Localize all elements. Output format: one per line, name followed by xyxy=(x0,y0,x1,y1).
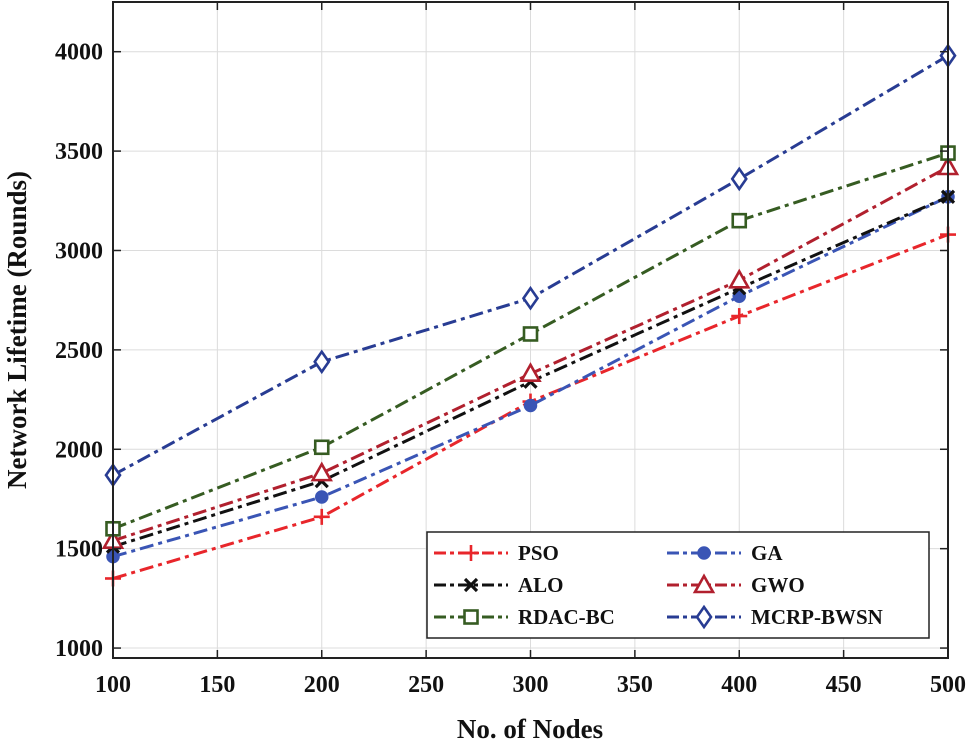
x-tick-label: 100 xyxy=(95,672,131,698)
legend: PSO GA ALO GWO RDAC-BC MCRP-BWSN xyxy=(426,531,930,639)
legend-entry-mcrp-bwsn: MCRP-BWSN xyxy=(667,604,883,630)
legend-marker xyxy=(463,577,479,593)
legend-label: PSO xyxy=(518,541,559,565)
legend-entry-alo: ALO xyxy=(434,573,564,597)
data-point-pso xyxy=(731,308,748,325)
series-ga xyxy=(106,190,955,564)
series-line-ga xyxy=(112,195,949,559)
legend-entry-gwo: GWO xyxy=(667,573,805,597)
legend-marker xyxy=(697,546,711,560)
legend-marker xyxy=(463,609,479,625)
y-tick-label: 1000 xyxy=(55,636,103,662)
legend-label: MCRP-BWSN xyxy=(751,605,883,629)
x-axis-title: No. of Nodes xyxy=(457,714,603,744)
data-point-pso xyxy=(313,508,330,525)
data-point-rdac-bc xyxy=(522,326,539,342)
x-tick-label: 350 xyxy=(617,672,653,698)
x-tick-label: 450 xyxy=(826,672,862,698)
data-point-rdac-bc xyxy=(313,439,330,456)
data-point-gwo xyxy=(310,461,333,482)
legend-marker xyxy=(695,604,713,630)
legend-entry-pso: PSO xyxy=(434,541,559,565)
data-point-mcrp-bwsn xyxy=(313,349,331,375)
y-tick-label: 1500 xyxy=(55,537,103,563)
legend-marker xyxy=(463,545,479,561)
legend-label: RDAC-BC xyxy=(518,605,615,629)
y-tick-label: 3500 xyxy=(55,139,103,165)
data-point-gwo xyxy=(519,362,542,383)
series-gwo xyxy=(101,155,960,550)
x-axis-ticks: 100 150 200 250 300 350 400 450 500 xyxy=(95,2,966,698)
legend-label: GA xyxy=(751,541,783,565)
series-lines xyxy=(101,43,960,587)
y-tick-label: 2500 xyxy=(55,338,103,364)
legend-label: GWO xyxy=(751,573,805,597)
legend-marker xyxy=(692,573,716,594)
y-tick-label: 4000 xyxy=(55,40,103,66)
data-point-mcrp-bwsn xyxy=(730,166,748,192)
data-point-ga xyxy=(523,398,538,413)
y-axis-ticks: 1000 1500 2000 2500 3000 3500 4000 xyxy=(55,40,948,662)
data-point-mcrp-bwsn xyxy=(521,285,540,311)
data-point-gwo xyxy=(728,268,751,289)
y-tick-label: 3000 xyxy=(55,238,103,264)
y-axis-title: Network Lifetime (Rounds) xyxy=(2,171,32,489)
legend-entry-rdac-bc: RDAC-BC xyxy=(434,605,615,629)
legend-entry-ga: GA xyxy=(667,541,783,565)
x-tick-label: 500 xyxy=(930,672,966,698)
data-point-ga xyxy=(315,490,329,504)
x-tick-label: 250 xyxy=(408,672,444,698)
y-tick-label: 2000 xyxy=(55,437,103,463)
x-tick-label: 300 xyxy=(513,672,549,698)
legend-label: ALO xyxy=(518,573,564,597)
data-point-rdac-bc xyxy=(731,212,748,229)
x-tick-label: 200 xyxy=(304,672,340,698)
x-tick-label: 400 xyxy=(721,672,757,698)
x-tick-label: 150 xyxy=(199,672,235,698)
